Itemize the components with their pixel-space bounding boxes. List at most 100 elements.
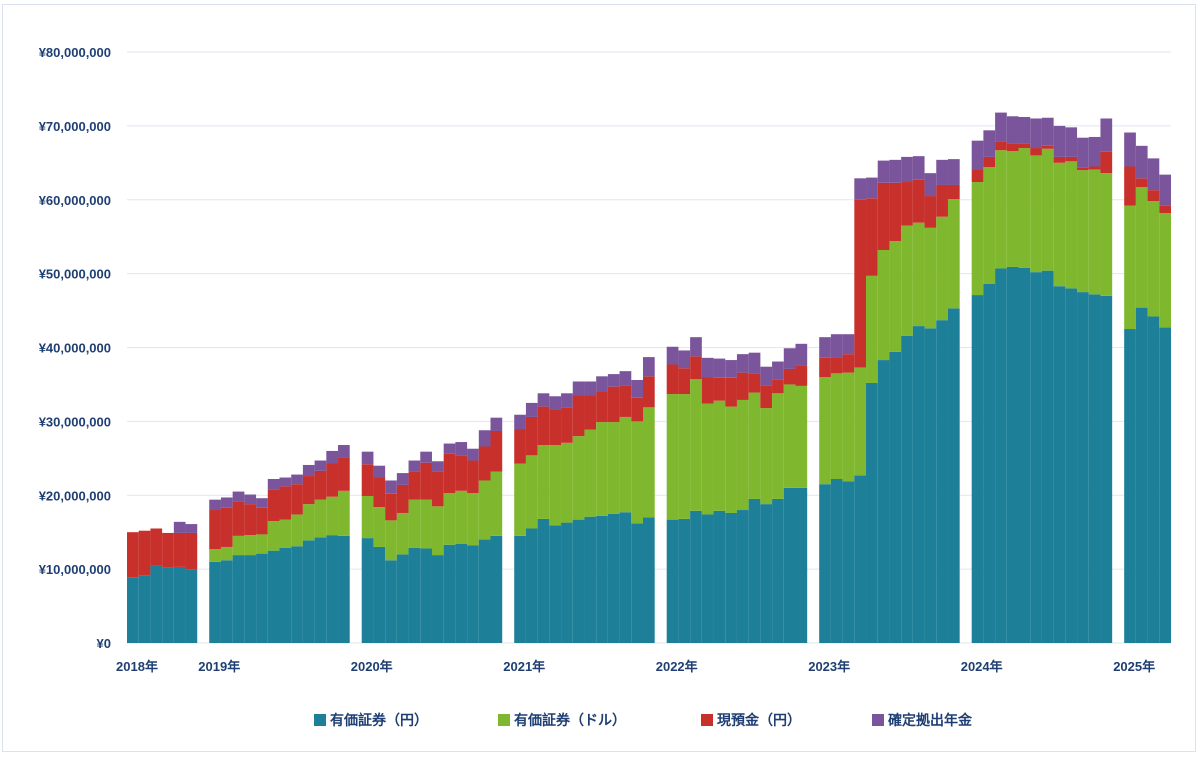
bar-segment xyxy=(150,565,163,643)
bar-segment xyxy=(619,371,632,386)
bar-segment xyxy=(947,159,960,185)
bar-segment xyxy=(467,493,479,546)
bar-segment xyxy=(291,514,303,547)
bar-segment xyxy=(819,337,831,358)
bar-segment xyxy=(244,535,257,556)
bar-segment xyxy=(795,385,808,488)
bar-segment xyxy=(736,399,749,511)
bar-segment xyxy=(1147,316,1160,643)
bar-segment xyxy=(643,517,655,643)
bar-segment xyxy=(455,442,468,456)
year-group xyxy=(666,337,808,643)
bar-segment xyxy=(631,380,643,398)
x-tick-label: 2023年 xyxy=(808,659,850,674)
bar-segment xyxy=(431,555,444,643)
bar-segment xyxy=(666,364,679,395)
bar-segment xyxy=(842,334,855,355)
bar-segment xyxy=(1041,145,1054,149)
bar-segment xyxy=(713,400,726,511)
bar-segment xyxy=(1065,156,1078,162)
bar-segment xyxy=(666,394,679,520)
bar-segment xyxy=(1030,148,1042,156)
bar-segment xyxy=(1077,292,1089,643)
y-tick-label: ¥30,000,000 xyxy=(39,414,111,429)
bar-segment xyxy=(690,510,702,643)
bar-segment xyxy=(607,374,620,387)
bar-segment xyxy=(232,501,245,536)
bar-segment xyxy=(701,514,714,643)
bar-segment xyxy=(736,354,749,373)
bar-segment xyxy=(1088,136,1101,167)
bar-segment xyxy=(783,348,796,369)
bar-segment xyxy=(314,499,327,538)
bar-segment xyxy=(819,357,831,378)
bar-segment xyxy=(396,554,409,643)
bar-segment xyxy=(1041,270,1054,643)
bar-segment xyxy=(338,457,350,491)
bar-segment xyxy=(995,112,1007,142)
bar-segment xyxy=(866,177,878,199)
bar-segment xyxy=(748,498,761,643)
bar-segment xyxy=(549,396,562,410)
bar-segment xyxy=(1006,116,1019,144)
bar-segment xyxy=(361,538,374,643)
bar-segment xyxy=(420,548,432,643)
bar-segment xyxy=(138,530,151,576)
bar-segment xyxy=(385,520,397,561)
bar-segment xyxy=(220,507,233,547)
bar-segment xyxy=(877,160,890,183)
bar-segment xyxy=(901,225,913,336)
bar-segment xyxy=(690,379,702,511)
legend-item[interactable]: 有価証券（ドル） xyxy=(498,712,626,728)
year-group xyxy=(127,521,198,643)
legend-item[interactable]: 有価証券（円） xyxy=(314,712,428,728)
bar-segment xyxy=(701,403,714,515)
bar-segment xyxy=(924,196,937,228)
x-tick-label: 2018年 xyxy=(116,659,158,674)
year-group xyxy=(1124,132,1171,643)
bar-segment xyxy=(279,486,292,520)
bar-segment xyxy=(1006,143,1019,151)
bar-segment xyxy=(971,140,984,170)
bar-segment xyxy=(1159,205,1171,214)
bar-segment xyxy=(619,385,632,417)
legend-item[interactable]: 確定拠出年金 xyxy=(872,712,973,728)
bar-segment xyxy=(854,178,867,200)
legend-swatch xyxy=(701,714,713,726)
bar-segment xyxy=(713,358,726,378)
bar-segment xyxy=(901,335,913,643)
bar-segment xyxy=(1018,267,1031,643)
bar-segment xyxy=(971,295,984,643)
bar-segment xyxy=(396,473,409,485)
bar-segment xyxy=(912,222,925,327)
legend-swatch xyxy=(498,714,510,726)
bar-segment xyxy=(760,408,773,505)
bar-segment xyxy=(302,464,315,477)
legend-item[interactable]: 現預金（円） xyxy=(701,712,801,728)
bar-segment xyxy=(936,159,948,185)
bar-segment xyxy=(443,544,456,643)
bar-segment xyxy=(889,182,902,242)
bar-segment xyxy=(302,540,315,643)
bar-segment xyxy=(220,497,233,508)
bar-segment xyxy=(889,159,902,183)
bar-segment xyxy=(1041,148,1054,271)
bar-segment xyxy=(748,352,761,374)
bar-segment xyxy=(244,494,257,505)
bar-segment xyxy=(431,471,444,507)
bar-segment xyxy=(924,328,937,643)
bar-segment xyxy=(572,436,585,520)
bar-segment xyxy=(866,275,878,383)
bar-segment xyxy=(1088,294,1101,643)
bar-segment xyxy=(127,577,139,643)
bar-segment xyxy=(760,366,773,386)
bar-segment xyxy=(678,368,691,395)
bar-segment xyxy=(220,560,233,643)
bar-segment xyxy=(338,490,350,536)
bar-segment xyxy=(561,393,573,408)
x-tick-label: 2021年 xyxy=(503,659,545,674)
bar-segment xyxy=(1065,127,1078,157)
bar-segment xyxy=(1030,155,1042,273)
year-group xyxy=(209,445,350,643)
bar-segment xyxy=(631,397,643,422)
